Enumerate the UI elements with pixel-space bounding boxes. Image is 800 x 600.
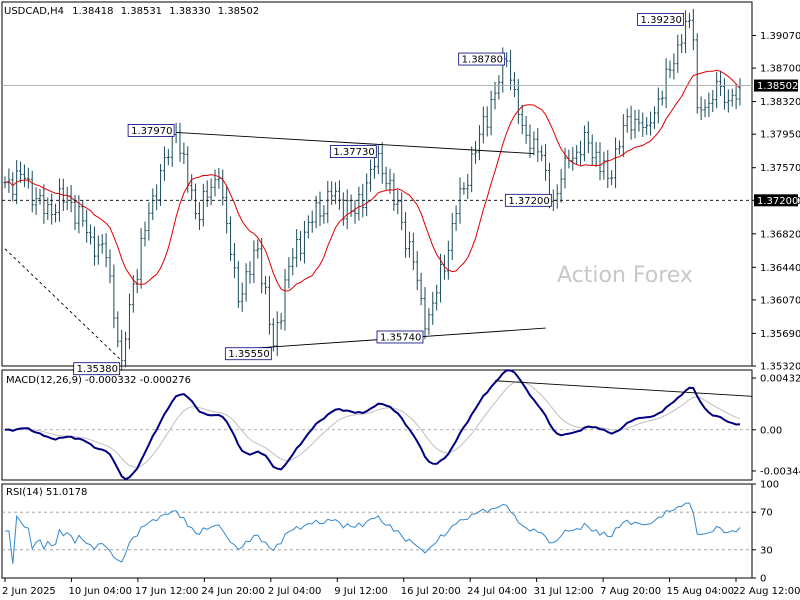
annotation-box: [329, 145, 377, 158]
x-tick-label: 2 Jul 04:00: [268, 586, 322, 597]
rsi-tick-label: 0: [760, 574, 766, 585]
x-tick-label: 24 Jul 04:00: [467, 586, 527, 597]
annotation-box: [504, 193, 552, 207]
annotation-box: [458, 52, 506, 66]
macd-tick-label: -0.003444: [760, 466, 800, 477]
x-tick-label: 7 Aug 20:00: [600, 586, 661, 597]
price-annotation: 1.37730: [329, 145, 377, 158]
rsi-tick-label: 30: [760, 545, 773, 556]
macd-frame: [1, 369, 753, 481]
price-tick-label: 1.37570: [760, 163, 800, 174]
price-tick-label: 1.37950: [760, 130, 800, 141]
price-tick-label: 1.38700: [760, 64, 800, 75]
rsi-label: RSI(14) 51.0178: [6, 487, 87, 498]
annotation-box: [73, 362, 121, 376]
price-annotation: 1.39230: [637, 12, 684, 26]
price-annotation: 1.35740: [376, 330, 424, 344]
rsi-tick-label: 100: [760, 480, 779, 491]
x-tick-label: 24 Jun 20:00: [201, 586, 265, 597]
annotation-box: [376, 330, 424, 344]
annotation-box: [224, 347, 272, 361]
axes: 1.39070 1.38700 1.38320 1.37950 1.37570 1.372…: [2, 31, 800, 597]
macd-tick-label: 0.004327: [760, 374, 800, 385]
price-annotation: 1.38780: [458, 52, 506, 66]
x-tick-label: 31 Jul 12:00: [534, 586, 594, 597]
level-price-tag: [754, 194, 798, 207]
watermark: Action Forex: [557, 263, 693, 288]
annotation-label: 1.37970: [131, 126, 172, 137]
rsi-tick-label: 70: [760, 508, 773, 519]
open-value: 1.38418: [72, 6, 113, 17]
annotation-label: 1.37200: [508, 196, 549, 207]
price-frame: [1, 1, 753, 367]
rsi-line: [5, 502, 741, 564]
high-value: 1.38531: [121, 6, 162, 17]
annotation-label: 1.35380: [77, 364, 118, 375]
price-panel: 1.35380 1.37970 1.35550 1.37730 1.35740 1.387…: [2, 8, 752, 376]
dashed-trendline: [4, 248, 122, 362]
price-header: USDCAD,H4 1.38418 1.38531 1.38330 1.3850…: [4, 6, 259, 17]
macd-tick-label: 0.00: [760, 425, 782, 436]
level-price-tag-text: 1.37200: [757, 196, 798, 207]
annotation-label: 1.37730: [333, 147, 374, 158]
rsi-panel: [2, 502, 752, 564]
current-price-tag-text: 1.38502: [757, 81, 798, 92]
price-tick-label: 1.38320: [760, 97, 800, 108]
annotation-label: 1.38780: [462, 55, 503, 66]
macd-divergence-line: [494, 380, 753, 397]
price-annotation: 1.35550: [224, 347, 272, 361]
x-tick-label: 16 Jul 20:00: [401, 586, 461, 597]
symbol-label: USDCAD,H4: [4, 6, 64, 17]
upper-trendline: [176, 131, 534, 155]
macd-label: MACD(12,26,9) -0.000332 -0.000276: [6, 375, 191, 386]
annotation-label: 1.39230: [641, 15, 682, 26]
macd-line: [4, 369, 741, 481]
close-value: 1.38502: [218, 6, 259, 17]
x-tick-label: 10 Jun 04:00: [68, 586, 132, 597]
rsi-frame: [1, 483, 753, 579]
macd-panel: [2, 369, 753, 481]
annotation-box: [637, 12, 684, 26]
price-annotation: 1.37970: [127, 124, 175, 137]
x-tick-label: 9 Jul 12:00: [334, 586, 388, 597]
price-annotation: 1.35380: [73, 362, 121, 376]
x-tick-label: 17 Jun 12:00: [135, 586, 199, 597]
panel-frames: [1, 1, 753, 579]
price-annotation: 1.37200: [504, 193, 552, 207]
price-tick-label: 1.36820: [760, 229, 800, 240]
price-tick-label: 1.36070: [760, 295, 800, 306]
annotation-label: 1.35740: [380, 332, 421, 343]
low-value: 1.38330: [169, 6, 210, 17]
x-tick-label: 15 Aug 04:00: [667, 586, 734, 597]
x-tick-label: 2 Jun 2025: [2, 586, 56, 597]
current-price-tag: [754, 79, 798, 92]
macd-signal-line: [4, 380, 741, 468]
price-tick-label: 1.35690: [760, 329, 800, 340]
price-tick-label: 1.35320: [760, 362, 800, 373]
price-tick-label: 1.39070: [760, 31, 800, 42]
x-tick-label: 22 Aug 12:00: [733, 586, 800, 597]
annotation-box: [127, 124, 175, 137]
moving-average-line: [4, 69, 741, 292]
annotation-label: 1.35550: [228, 349, 269, 360]
price-tick-label: 1.36440: [760, 263, 800, 274]
